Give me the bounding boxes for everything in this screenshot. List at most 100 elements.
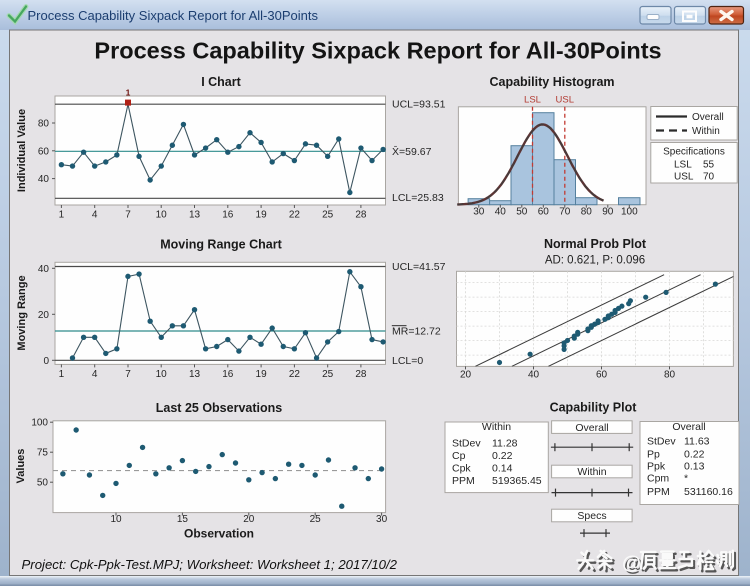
svg-text:20: 20 xyxy=(38,310,50,321)
svg-text:Overall: Overall xyxy=(575,422,608,434)
svg-text:0.22: 0.22 xyxy=(684,449,705,461)
svg-text:Within: Within xyxy=(577,466,606,478)
svg-text:PPM: PPM xyxy=(452,475,475,487)
svg-text:55: 55 xyxy=(703,160,715,171)
svg-text:25: 25 xyxy=(310,514,322,525)
svg-text:100: 100 xyxy=(31,418,48,429)
svg-text:60: 60 xyxy=(538,207,550,218)
svg-text:25: 25 xyxy=(322,210,334,221)
svg-text:60: 60 xyxy=(38,146,50,157)
svg-text:4: 4 xyxy=(92,210,98,221)
svg-text:X̄=59.67: X̄=59.67 xyxy=(392,145,432,158)
svg-text:13: 13 xyxy=(189,210,201,221)
svg-text:Individual Value: Individual Value xyxy=(16,109,28,192)
svg-text:Process Capability Sixpack Rep: Process Capability Sixpack Report for Al… xyxy=(94,38,661,64)
svg-text:Last 25 Observations: Last 25 Observations xyxy=(156,401,282,415)
svg-text:0.22: 0.22 xyxy=(492,450,513,462)
svg-text:25: 25 xyxy=(322,369,334,380)
svg-text:Specifications: Specifications xyxy=(663,147,725,158)
svg-text:USL: USL xyxy=(556,95,574,106)
svg-text:Normal Prob Plot: Normal Prob Plot xyxy=(544,237,647,251)
svg-text:100: 100 xyxy=(621,207,638,218)
svg-text:StDev: StDev xyxy=(452,438,481,450)
svg-text:28: 28 xyxy=(355,369,367,380)
svg-text:19: 19 xyxy=(256,369,268,380)
svg-text:7: 7 xyxy=(125,210,131,221)
svg-text:10: 10 xyxy=(156,369,168,380)
svg-text:11.63: 11.63 xyxy=(684,436,710,448)
svg-text:Project: Cpk-Ppk-Test.MPJ; Wor: Project: Cpk-Ppk-Test.MPJ; Worksheet: Wo… xyxy=(22,557,398,572)
svg-text:20: 20 xyxy=(243,514,255,525)
svg-text:30: 30 xyxy=(473,207,485,218)
svg-text:80: 80 xyxy=(38,119,50,130)
svg-text:0: 0 xyxy=(43,356,49,367)
svg-text:I Chart: I Chart xyxy=(201,75,241,89)
svg-text:LCL=25.83: LCL=25.83 xyxy=(392,192,444,204)
svg-text:519365.45: 519365.45 xyxy=(492,475,542,487)
svg-text:30: 30 xyxy=(376,514,388,525)
svg-text:LSL: LSL xyxy=(524,95,541,106)
svg-text:0.14: 0.14 xyxy=(492,463,513,475)
svg-text:Process Capability Sixpack Rep: Process Capability Sixpack Report for Al… xyxy=(28,8,319,23)
svg-text:@: @ xyxy=(622,552,641,574)
svg-text:0.13: 0.13 xyxy=(684,461,705,473)
svg-text:Overall: Overall xyxy=(692,112,724,123)
svg-text:22: 22 xyxy=(289,210,301,221)
svg-text:Within: Within xyxy=(692,126,720,137)
svg-text:LCL=0: LCL=0 xyxy=(392,355,423,367)
svg-text:13: 13 xyxy=(189,369,201,380)
svg-text:11.28: 11.28 xyxy=(492,438,518,450)
svg-text:Overall: Overall xyxy=(672,421,705,433)
svg-text:Pp: Pp xyxy=(647,449,660,461)
svg-text:22: 22 xyxy=(289,369,301,380)
svg-text:75: 75 xyxy=(37,448,49,459)
svg-text:10: 10 xyxy=(156,210,168,221)
svg-text:80: 80 xyxy=(581,207,593,218)
svg-text:70: 70 xyxy=(703,172,715,183)
svg-text:19: 19 xyxy=(256,210,268,221)
svg-text:Ppk: Ppk xyxy=(647,461,666,473)
svg-text:Within: Within xyxy=(482,421,511,433)
svg-text:PPM: PPM xyxy=(647,486,670,498)
svg-text:Moving Range: Moving Range xyxy=(16,275,28,350)
svg-text:16: 16 xyxy=(222,369,234,380)
svg-text:7: 7 xyxy=(125,369,131,380)
svg-text:UCL=93.51: UCL=93.51 xyxy=(392,99,446,111)
svg-text:USL: USL xyxy=(674,172,694,183)
svg-text:StDev: StDev xyxy=(647,436,676,448)
svg-text:1: 1 xyxy=(59,210,65,221)
svg-text:90: 90 xyxy=(602,207,614,218)
svg-text:40: 40 xyxy=(38,174,50,185)
svg-text:40: 40 xyxy=(495,207,507,218)
svg-text:4: 4 xyxy=(92,369,98,380)
svg-text:15: 15 xyxy=(177,514,189,525)
svg-text:Values: Values xyxy=(15,449,27,484)
svg-text:1: 1 xyxy=(59,369,65,380)
svg-text:16: 16 xyxy=(222,210,234,221)
svg-text:MR=12.72: MR=12.72 xyxy=(392,326,441,338)
svg-text:1: 1 xyxy=(126,87,131,97)
svg-text:Capability Histogram: Capability Histogram xyxy=(489,75,614,89)
svg-text:*: * xyxy=(684,473,688,485)
svg-text:80: 80 xyxy=(664,370,676,381)
svg-text:Observation: Observation xyxy=(184,527,254,541)
svg-text:70: 70 xyxy=(559,207,571,218)
svg-text:20: 20 xyxy=(460,370,472,381)
svg-text:60: 60 xyxy=(596,370,608,381)
svg-text:AD: 0.621, P: 0.096: AD: 0.621, P: 0.096 xyxy=(545,255,645,267)
svg-text:Cpk: Cpk xyxy=(452,463,471,475)
svg-text:Specs: Specs xyxy=(577,510,606,522)
svg-text:Cp: Cp xyxy=(452,450,466,462)
svg-text:Moving Range Chart: Moving Range Chart xyxy=(160,238,282,252)
svg-text:40: 40 xyxy=(528,370,540,381)
svg-text:@: @ xyxy=(624,554,643,576)
svg-text:Cpm: Cpm xyxy=(647,473,669,485)
svg-text:531160.16: 531160.16 xyxy=(684,486,733,498)
svg-text:40: 40 xyxy=(38,264,50,275)
svg-text:LSL: LSL xyxy=(674,160,692,171)
svg-text:28: 28 xyxy=(355,210,367,221)
svg-text:10: 10 xyxy=(110,514,122,525)
svg-text:50: 50 xyxy=(37,478,49,489)
svg-text:50: 50 xyxy=(516,207,528,218)
svg-text:UCL=41.57: UCL=41.57 xyxy=(392,261,446,273)
